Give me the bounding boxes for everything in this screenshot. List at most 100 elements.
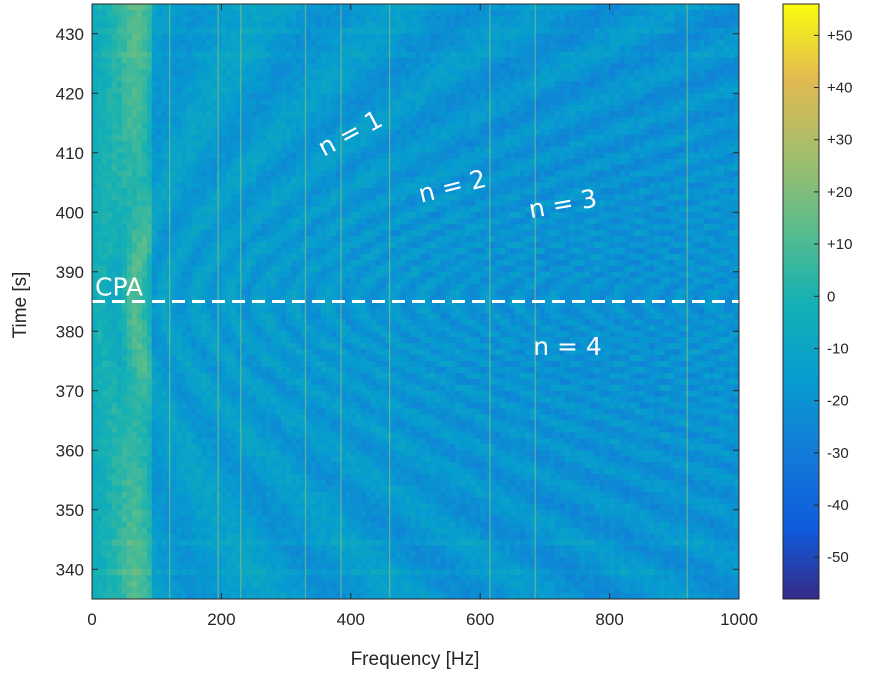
spectrogram-cell — [236, 170, 242, 177]
spectrogram-cell — [261, 33, 267, 41]
spectrogram-cell — [355, 200, 362, 207]
spectrogram-cell — [420, 134, 426, 142]
spectrogram-cell — [320, 158, 327, 166]
spectrogram-cell — [141, 99, 148, 106]
spectrogram-cell — [734, 140, 739, 148]
spectrogram-cell — [450, 182, 456, 189]
spectrogram-cell — [261, 4, 267, 11]
spectrogram-cell — [689, 206, 695, 213]
spectrogram-cell — [734, 81, 739, 88]
spectrogram-cell — [689, 27, 695, 35]
spectrogram-cell — [649, 39, 655, 47]
spectrogram-cell — [704, 140, 710, 148]
spectrogram-cell — [241, 164, 247, 171]
spectrogram-cell — [470, 170, 476, 177]
spectrogram-cell — [634, 152, 640, 160]
spectrogram-cell — [400, 218, 406, 225]
spectrogram-cell — [599, 33, 606, 41]
spectrogram-cell — [191, 206, 197, 213]
spectrogram-cell — [524, 27, 531, 35]
spectrogram-cell — [609, 134, 615, 142]
spectrogram-cell — [171, 15, 178, 23]
spectrogram-cell — [171, 164, 178, 171]
spectrogram-cell — [709, 21, 715, 29]
spectrogram-cell — [340, 105, 347, 112]
spectrogram-cell — [171, 218, 178, 225]
spectrogram-cell — [564, 39, 571, 47]
spectrogram-cell — [495, 93, 501, 100]
spectrogram-cell — [465, 63, 471, 70]
spectrogram-cell — [564, 87, 571, 94]
spectrogram-cell — [161, 140, 168, 148]
spectrogram-cell — [161, 123, 168, 130]
spectrogram-cell — [101, 117, 108, 124]
spectrogram-cell — [420, 206, 426, 213]
spectrogram-cell — [206, 188, 212, 195]
spectrogram-cell — [325, 158, 332, 166]
spectrogram-cell — [505, 212, 511, 219]
spectrogram-cell — [425, 182, 431, 189]
spectrogram-cell — [390, 176, 396, 183]
spectrogram-cell — [470, 188, 476, 195]
spectrogram-cell — [654, 170, 660, 177]
spectrogram-cell — [544, 140, 551, 148]
spectrogram-cell — [624, 212, 630, 219]
spectrogram-cell — [679, 170, 685, 177]
spectrogram-cell — [410, 99, 416, 106]
spectrogram-cell — [286, 117, 292, 124]
spectrogram-cell — [121, 206, 128, 213]
spectrogram-cell — [515, 224, 521, 231]
spectrogram-cell — [415, 15, 421, 23]
spectrogram-cell — [554, 140, 561, 148]
spectrogram-cell — [266, 87, 272, 94]
spectrogram-cell — [271, 105, 277, 112]
spectrogram-cell — [186, 170, 192, 177]
spectrogram-cell — [689, 128, 695, 136]
spectrogram-cell — [405, 81, 411, 88]
spectrogram-cell — [306, 140, 312, 148]
spectrogram-cell — [181, 27, 187, 35]
spectrogram-cell — [281, 140, 287, 148]
spectrogram-cell — [729, 152, 735, 160]
spectrogram-cell — [151, 200, 158, 207]
spectrogram-cell — [480, 39, 486, 47]
spectrogram-cell — [445, 27, 451, 35]
spectrogram-cell — [201, 51, 207, 58]
spectrogram-cell — [375, 99, 382, 106]
spectrogram-cell — [465, 176, 471, 183]
spectrogram-cell — [211, 140, 217, 148]
spectrogram-cell — [654, 194, 660, 201]
spectrogram-cell — [141, 134, 148, 142]
spectrogram-cell — [629, 63, 635, 70]
spectrogram-cell — [669, 188, 675, 195]
spectrogram-cell — [370, 39, 377, 47]
spectrogram-cell — [460, 75, 466, 82]
spectrogram-cell — [709, 39, 715, 47]
spectrogram-cell — [654, 164, 660, 171]
spectrogram-cell — [694, 15, 700, 23]
spectrogram-cell — [340, 99, 347, 106]
spectrogram-cell — [106, 87, 113, 94]
spectrogram-cell — [266, 51, 272, 58]
spectrogram-cell — [460, 134, 466, 142]
spectrogram-cell — [644, 224, 650, 231]
spectrogram-cell — [440, 21, 446, 29]
spectrogram-cell — [425, 117, 431, 124]
spectrogram-cell — [455, 111, 461, 118]
spectrogram-cell — [385, 21, 392, 29]
spectrogram-cell — [460, 182, 466, 189]
spectrogram-cell — [360, 128, 367, 136]
spectrogram-cell — [704, 152, 710, 160]
spectrogram-cell — [609, 81, 615, 88]
spectrogram-cell — [156, 111, 163, 118]
spectrogram-cell — [544, 176, 551, 183]
spectrogram-cell — [505, 99, 511, 106]
spectrogram-cell — [589, 140, 596, 148]
spectrogram-cell — [524, 194, 531, 201]
spectrogram-cell — [460, 111, 466, 118]
spectrogram-cell — [126, 4, 133, 11]
spectrogram-cell — [405, 182, 411, 189]
spectrogram-cell — [176, 4, 182, 11]
spectrogram-cell — [584, 93, 591, 100]
spectrogram-cell — [559, 21, 566, 29]
